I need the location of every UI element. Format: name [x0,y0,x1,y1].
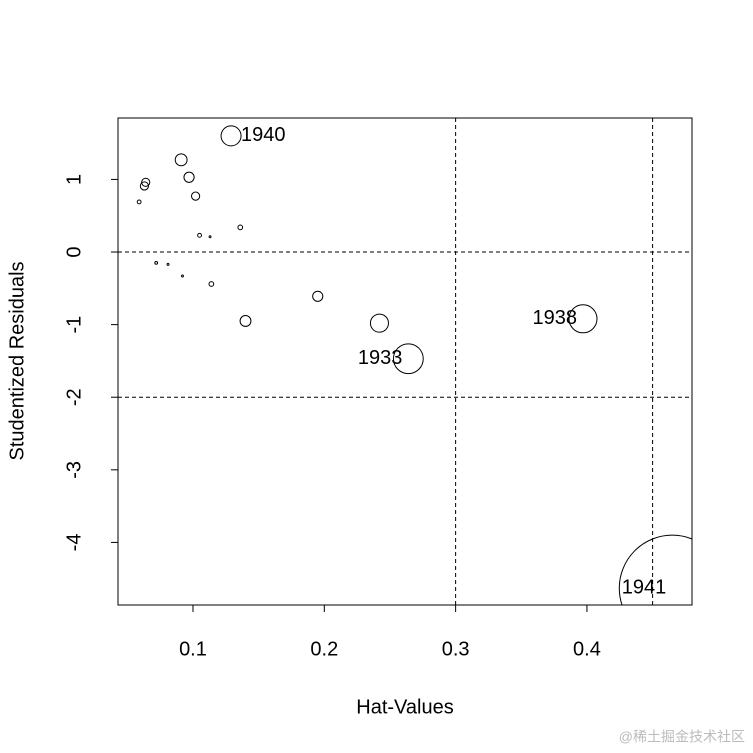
bubble [618,534,692,605]
point-label: 1933 [358,347,403,369]
bubble [208,281,215,287]
plot-frame [117,117,693,606]
bubble [174,153,188,167]
x-tick-label: 0.3 [442,638,470,660]
bubble [166,262,170,266]
bubble [139,181,149,191]
y-axis-label: Studentized Residuals [6,261,28,460]
watermark: @稀土掘金技术社区 [619,729,745,745]
bubble [154,261,159,265]
bubble [183,171,195,183]
y-tick-label: -2 [63,388,85,406]
x-tick-label: 0.1 [179,638,207,660]
bubble [369,313,389,333]
bubble [392,343,424,375]
y-tick-label: -3 [63,461,85,479]
bubble [312,290,324,302]
y-tick-label: -1 [63,316,85,334]
x-axis-label: Hat-Values [356,696,453,718]
y-tick-label: 1 [63,174,85,185]
y-tick-label: -4 [63,534,85,552]
bubble [239,315,252,327]
bubble [181,274,184,278]
bubble [220,125,242,147]
plot-area [118,118,692,605]
y-tick-label: 0 [63,246,85,257]
bubble [237,224,244,231]
point-label: 1941 [622,576,667,598]
bubble [197,232,202,238]
point-label: 1940 [241,124,286,146]
bubble [208,235,212,239]
point-label: 1938 [533,307,578,329]
bubble [568,304,598,334]
x-tick-label: 0.2 [310,638,338,660]
bubble [136,199,142,205]
x-tick-label: 0.4 [573,638,601,660]
bubble [191,191,201,201]
